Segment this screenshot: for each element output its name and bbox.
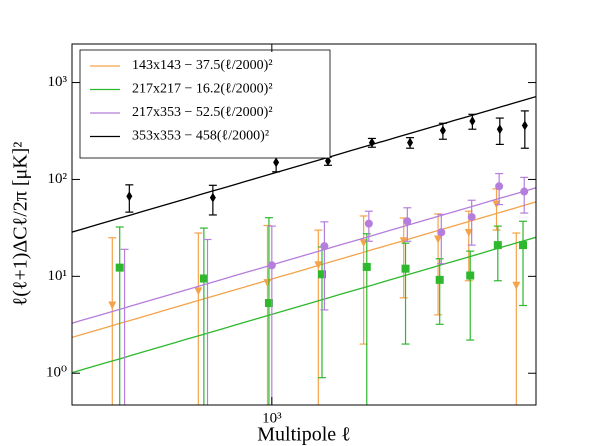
point	[115, 263, 124, 272]
point	[435, 275, 444, 284]
point	[434, 235, 443, 244]
y-axis-label: ℓ(ℓ+1)ΔCℓ/2π [μK]²	[10, 142, 32, 307]
point	[495, 182, 504, 191]
legend-label: 217x217 − 16.2(ℓ/2000)²	[132, 82, 273, 97]
fit-line	[72, 201, 536, 339]
point	[314, 261, 323, 270]
point	[267, 261, 276, 270]
x-tick-label: 10³	[262, 410, 282, 426]
point	[324, 156, 331, 167]
y-tick-label: 10²	[48, 171, 68, 187]
point	[496, 124, 503, 135]
point	[320, 242, 329, 251]
point	[466, 271, 475, 280]
fit-line	[72, 95, 536, 233]
point	[126, 191, 133, 202]
point	[512, 281, 521, 290]
x-axis-label: Multipole ℓ	[257, 424, 350, 446]
axes-frame	[71, 43, 537, 406]
legend-label: 217x353 − 52.5(ℓ/2000)²	[132, 105, 273, 120]
point	[469, 116, 476, 127]
y-tick-label: 10³	[48, 74, 68, 90]
point	[194, 287, 203, 296]
fit-line	[72, 187, 536, 324]
point	[273, 157, 280, 168]
point	[401, 264, 410, 273]
point	[437, 228, 446, 237]
point	[519, 241, 528, 250]
point	[521, 120, 528, 131]
point	[493, 241, 502, 250]
legend	[79, 49, 331, 159]
plot-area	[72, 95, 536, 429]
point	[121, 421, 129, 429]
point	[264, 299, 273, 308]
point	[368, 137, 375, 148]
y-tick-label: 10⁰	[46, 365, 67, 381]
point	[317, 270, 326, 279]
point	[520, 187, 529, 196]
legend-label: 143x143 − 37.5(ℓ/2000)²	[132, 58, 273, 73]
point	[362, 262, 371, 271]
point	[403, 217, 412, 226]
point	[407, 137, 414, 148]
point	[108, 301, 117, 310]
point	[263, 279, 272, 288]
point	[467, 212, 476, 221]
point	[199, 274, 208, 283]
point	[204, 421, 212, 429]
point	[364, 219, 373, 228]
legend-label: 353x353 − 458(ℓ/2000)²	[132, 129, 269, 144]
point	[439, 125, 446, 136]
y-tick-label: 10¹	[48, 268, 68, 284]
point	[464, 229, 473, 238]
fit-line	[72, 236, 536, 374]
point	[209, 192, 216, 203]
